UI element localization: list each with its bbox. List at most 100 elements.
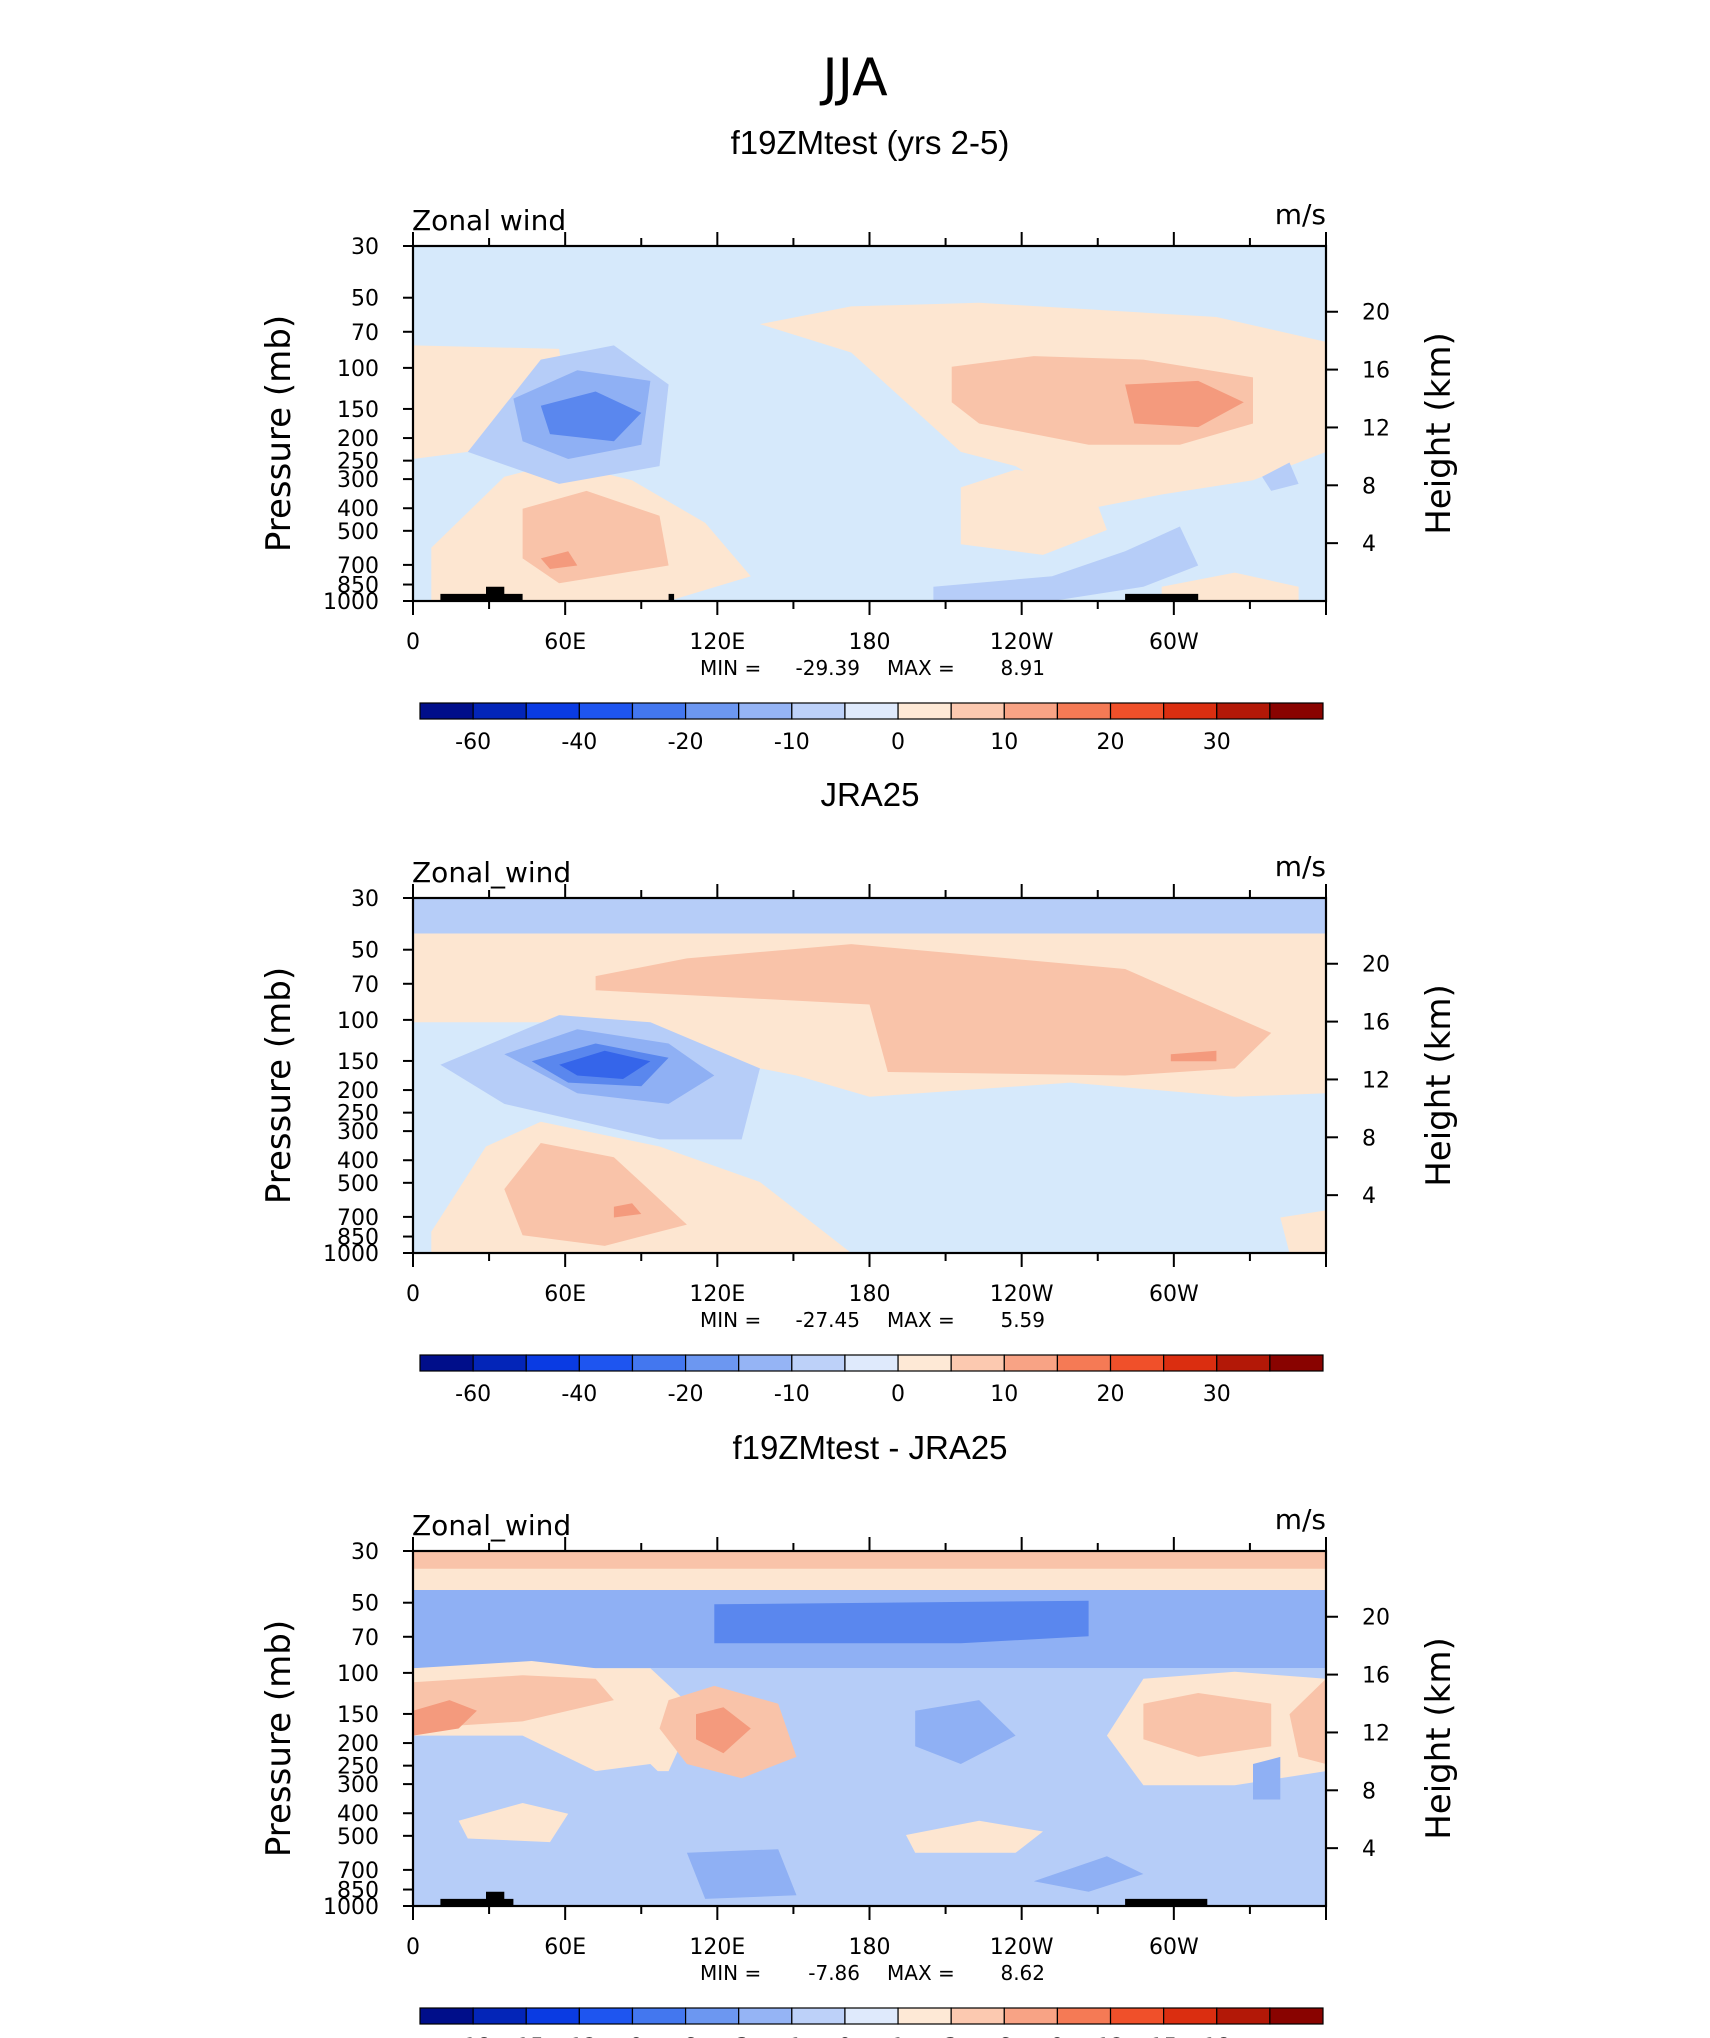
y2-tick-label: 12 — [1362, 1721, 1390, 1746]
left-string: Zonal_wind — [412, 856, 571, 889]
y-tick-label: 30 — [351, 235, 379, 260]
colorbar-label: 3 — [944, 2035, 958, 2038]
colorbar-label: -40 — [561, 1382, 597, 1407]
colorbar-swatch — [1269, 702, 1324, 720]
contour-region-neg4 — [559, 1050, 651, 1079]
colorbar-label: -20 — [668, 1382, 704, 1407]
y-tick-label: 1000 — [323, 590, 379, 615]
panel-title: JRA25 — [820, 776, 919, 813]
contour-region-neg2 — [1253, 1756, 1281, 1800]
colorbar-swatch — [1003, 2007, 1059, 2025]
y-tick-label: 400 — [337, 1149, 379, 1174]
colorbar-swatch — [1056, 2007, 1112, 2025]
y-tick-label: 250 — [337, 1755, 379, 1780]
colorbar-swatch — [1269, 2007, 1324, 2025]
y-tick-label: 100 — [337, 357, 379, 382]
contour-region-pos2 — [504, 1143, 687, 1246]
colorbar-label: -60 — [455, 730, 491, 755]
y-tick-label: 30 — [351, 887, 379, 912]
topography-mask — [668, 593, 675, 601]
y-tick-label: 200 — [337, 1732, 379, 1757]
colorbar-label: 0 — [891, 1382, 905, 1407]
y2-tick-label: 16 — [1362, 359, 1390, 384]
y2-tick-label: 20 — [1362, 1606, 1390, 1631]
max-label: MAX = — [887, 656, 955, 680]
min-label: MIN = — [700, 1308, 761, 1332]
y-tick-label: 1000 — [323, 1242, 379, 1267]
y-tick-label: 500 — [337, 1172, 379, 1197]
colorbar-label: 15 — [1150, 2035, 1178, 2038]
x-tick-label: 60W — [1149, 630, 1199, 655]
colorbar-label: 9 — [1050, 2035, 1064, 2038]
colorbar-swatch — [897, 702, 952, 720]
y-tick-label: 850 — [337, 1879, 379, 1904]
colorbar-swatch — [1163, 2007, 1218, 2025]
contour-region-neg1 — [413, 898, 1326, 934]
colorbar-swatch — [1056, 702, 1112, 720]
colorbar-swatch — [1269, 1354, 1324, 1372]
panel-title: f19ZMtest - JRA25 — [732, 1429, 1007, 1466]
max-value: 5.59 — [1000, 1308, 1045, 1332]
colorbar-label: -9 — [622, 2035, 644, 2038]
left-string: Zonal wind — [412, 204, 566, 237]
y-tick-label: 700 — [337, 554, 379, 579]
x-tick-label: 180 — [849, 630, 891, 655]
colorbar-swatch — [738, 1354, 793, 1372]
colorbar-swatch — [791, 1354, 846, 1372]
colorbar-label: -20 — [668, 730, 704, 755]
y-tick-label: 200 — [337, 427, 379, 452]
colorbar-swatch — [684, 702, 740, 720]
contour-region-pos3 — [540, 551, 578, 569]
y-tick-label: 70 — [351, 1626, 379, 1651]
colorbar-label: -10 — [774, 730, 810, 755]
y2-axis-title: Height (km) — [1419, 332, 1459, 535]
colorbar-swatch — [472, 702, 527, 720]
y-tick-label: 250 — [337, 1102, 379, 1127]
colorbar-swatch — [1109, 2007, 1165, 2025]
colorbar-label: -18 — [455, 2035, 491, 2038]
x-tick-label: 120W — [990, 1282, 1054, 1307]
x-tick-label: 120W — [990, 630, 1054, 655]
colorbar-swatch — [419, 1354, 474, 1372]
left-string: Zonal_wind — [412, 1509, 571, 1542]
colorbar-swatch — [844, 1354, 899, 1372]
colorbar-swatch — [738, 702, 793, 720]
colorbar-swatch — [738, 2007, 793, 2025]
colorbar-swatch — [1163, 702, 1218, 720]
contour-region-neg3 — [714, 1600, 1089, 1644]
colorbar-swatch — [419, 702, 474, 720]
contour-field — [413, 246, 1326, 601]
y-tick-label: 400 — [337, 1802, 379, 1827]
colorbar-swatch — [578, 2007, 634, 2025]
right-string: m/s — [1275, 198, 1326, 231]
y2-tick-label: 4 — [1362, 532, 1376, 557]
colorbar-swatch — [950, 1354, 1005, 1372]
colorbar-swatch — [1109, 1354, 1165, 1372]
y-tick-label: 70 — [351, 321, 379, 346]
panel-1: f19ZMtest (yrs 2-5) Zonal wind m/s 0 60E 120E… — [259, 124, 1459, 755]
y-tick-label: 100 — [337, 1662, 379, 1687]
contour-region-pos2 — [1289, 1678, 1326, 1764]
y2-tick-label: 4 — [1362, 1184, 1376, 1209]
x-tick-label: 180 — [849, 1282, 891, 1307]
y-tick-label: 150 — [337, 398, 379, 423]
contour-region-pos2 — [595, 944, 1272, 1076]
colorbar-label: 1 — [891, 2035, 905, 2038]
y-tick-label: 400 — [337, 497, 379, 522]
colorbar-swatch — [419, 2007, 474, 2025]
colorbar-swatch — [684, 1354, 740, 1372]
y2-axis-title: Height (km) — [1419, 984, 1459, 1187]
x-tick-label: 60W — [1149, 1935, 1199, 1960]
super-title: JJA — [819, 48, 888, 108]
y-tick-label: 50 — [351, 1592, 379, 1617]
contour-region-neg1 — [1262, 462, 1299, 491]
colorbar-swatch — [844, 2007, 899, 2025]
colorbar-swatch — [897, 2007, 952, 2025]
colorbar-label: 10 — [990, 730, 1018, 755]
x-tick-label: 60E — [544, 630, 586, 655]
colorbar-swatch — [1003, 1354, 1059, 1372]
max-label: MAX = — [887, 1308, 955, 1332]
y2-axis-title: Height (km) — [1419, 1637, 1459, 1840]
